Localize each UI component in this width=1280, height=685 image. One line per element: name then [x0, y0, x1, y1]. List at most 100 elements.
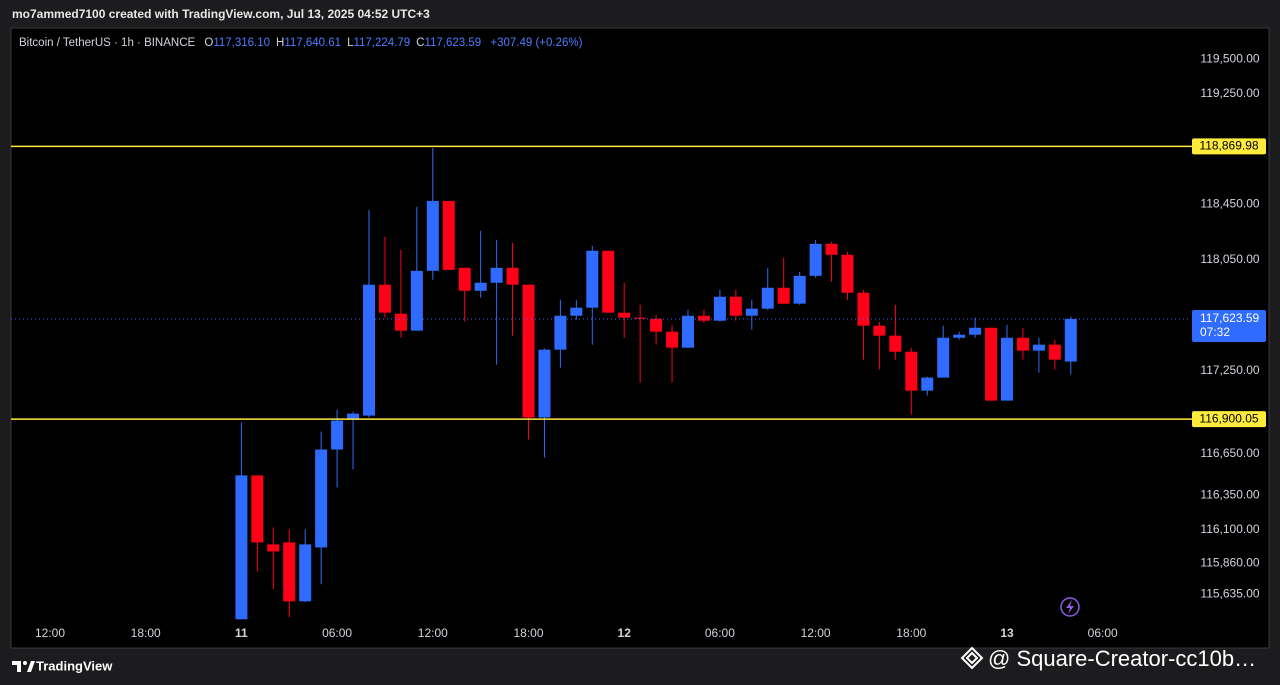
candle-body	[841, 254, 854, 293]
y-tick-label: 119,250.00	[1200, 86, 1259, 100]
candle-body	[857, 292, 870, 326]
candle-body	[905, 351, 918, 391]
ohlc-value: 117,224.79	[353, 37, 411, 49]
brand: TradingView	[36, 658, 113, 673]
plot-area	[11, 145, 1190, 620]
candle-body	[1064, 318, 1077, 362]
candle-body	[1001, 337, 1013, 401]
level-label-box	[1192, 138, 1266, 155]
ohlc-key: C	[416, 37, 425, 49]
candle-body	[378, 284, 391, 313]
ohlc-value: 117,316.10	[213, 37, 271, 49]
candle-body	[777, 287, 790, 304]
ohlc-key: O	[204, 37, 214, 49]
y-tick-label: 116,100.00	[1200, 522, 1259, 536]
candle-body	[363, 284, 375, 416]
y-tick-label: 118,050.00	[1200, 252, 1259, 266]
candle-body	[442, 200, 455, 270]
candle-body	[410, 270, 423, 331]
candle-body	[490, 267, 503, 283]
candle-body	[761, 287, 774, 309]
y-tick-label: 119,500.00	[1200, 51, 1259, 65]
level-label: 118,869.98	[1199, 139, 1258, 153]
brand-logo	[12, 661, 35, 672]
candle-body	[347, 413, 360, 420]
candle-body	[235, 475, 248, 620]
candle-body	[394, 313, 407, 331]
x-tick-label: 06:00	[705, 626, 735, 640]
replay-icon	[1060, 597, 1080, 617]
candle-body	[283, 542, 296, 602]
x-tick-label: 18:00	[513, 626, 543, 640]
ohlc-value: 117,640.61	[284, 37, 342, 49]
candle-body	[586, 250, 599, 308]
change: +307.49 (+0.26%)	[490, 37, 583, 49]
x-tick-label: 18:00	[131, 626, 161, 640]
candle-body	[650, 318, 663, 332]
x-tick-label: 13	[1000, 626, 1014, 640]
candle-body	[474, 282, 487, 291]
candle-body	[1048, 344, 1061, 360]
candle-body	[602, 250, 615, 313]
candle-body	[953, 334, 966, 338]
ohlc-key: L	[347, 37, 354, 49]
candle-body	[426, 200, 439, 271]
x-tick-label: 06:00	[322, 626, 352, 640]
candle-body	[985, 327, 998, 401]
y-tick-label: 116,650.00	[1200, 446, 1259, 460]
x-tick-label: 12:00	[418, 626, 448, 640]
candle-body	[697, 315, 710, 321]
countdown-label: 07:32	[1200, 325, 1230, 339]
watermark: @ Square-Creator-cc10b…	[988, 646, 1256, 671]
candle-body	[745, 308, 758, 316]
candle-body	[634, 317, 647, 319]
candle-body	[267, 544, 280, 552]
candle-body	[554, 315, 567, 350]
candle-body	[538, 349, 551, 418]
candle-body	[1016, 337, 1029, 351]
candle-body	[315, 449, 328, 548]
x-tick-label: 18:00	[896, 626, 926, 640]
candle-body	[666, 331, 679, 348]
candle-body	[969, 327, 982, 335]
x-tick-label: 06:00	[1088, 626, 1118, 640]
candle-body	[713, 296, 726, 321]
level-label: 116,900.05	[1199, 411, 1258, 425]
x-tick-label: 12:00	[35, 626, 65, 640]
candle-body	[793, 275, 806, 304]
candle-body	[809, 243, 822, 276]
candle-body	[522, 284, 535, 418]
candle-body	[251, 475, 264, 543]
candle-body	[921, 377, 934, 391]
level-label-box	[1192, 411, 1266, 428]
ohlc-value: 117,623.59	[424, 37, 482, 49]
candle-body	[889, 335, 902, 352]
y-tick-label: 118,450.00	[1200, 197, 1259, 211]
candle-body	[299, 544, 312, 602]
ohlc-key: H	[276, 37, 285, 49]
symbol-legend: Bitcoin / TetherUS · 1h · BINANCE O117,3…	[19, 37, 582, 49]
x-tick-label: 11	[235, 626, 248, 640]
candle-body	[682, 315, 694, 348]
last-price-box	[1192, 309, 1266, 342]
x-tick-label: 12:00	[801, 626, 831, 640]
y-tick-label: 116,350.00	[1200, 488, 1259, 502]
y-tick-label: 115,860.00	[1200, 555, 1259, 569]
y-tick-label: 115,635.00	[1200, 587, 1259, 601]
candle-body	[618, 312, 631, 318]
x-tick-label: 12	[618, 626, 632, 640]
y-tick-label: 117,250.00	[1200, 363, 1259, 377]
candle-body	[873, 325, 886, 336]
candle-body	[458, 267, 471, 291]
overlay: 119,500.00 119,250.00 118,450.00 118,050.00…	[35, 51, 1266, 640]
candle-body	[506, 267, 519, 285]
candle-body	[1032, 344, 1045, 351]
watermark-icon	[960, 646, 984, 670]
candle-body	[570, 307, 583, 316]
last-price-label: 117,623.59	[1200, 311, 1259, 325]
candle-body	[825, 243, 838, 255]
candle-body	[937, 337, 950, 378]
ohlc-values: O117,316.10 H117,640.61 L117,224.79 C117,62…	[198, 37, 481, 49]
